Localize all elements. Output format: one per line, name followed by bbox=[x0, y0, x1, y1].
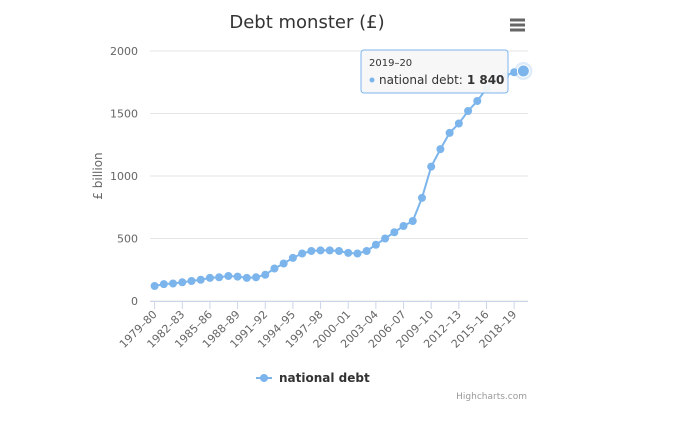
point[interactable] bbox=[159, 280, 168, 289]
point[interactable] bbox=[436, 145, 445, 154]
menu-button[interactable] bbox=[508, 16, 528, 34]
point[interactable] bbox=[150, 282, 159, 290]
legend[interactable]: national debt bbox=[256, 371, 370, 385]
point[interactable] bbox=[178, 278, 187, 287]
point[interactable] bbox=[270, 264, 279, 273]
point[interactable] bbox=[353, 249, 362, 258]
menu-icon[interactable] bbox=[510, 18, 525, 32]
point[interactable] bbox=[233, 272, 242, 281]
point[interactable] bbox=[215, 273, 224, 282]
point[interactable] bbox=[307, 247, 316, 255]
tooltip-box bbox=[360, 49, 509, 94]
point[interactable] bbox=[261, 270, 270, 279]
point[interactable] bbox=[298, 249, 307, 258]
point[interactable] bbox=[224, 272, 233, 280]
legend-marker[interactable] bbox=[260, 374, 268, 382]
point[interactable] bbox=[344, 248, 353, 257]
point[interactable] bbox=[399, 222, 408, 230]
point[interactable] bbox=[205, 273, 214, 282]
y-tick-label: 2000 bbox=[110, 45, 138, 58]
point[interactable] bbox=[510, 68, 519, 77]
point[interactable] bbox=[362, 247, 371, 255]
point[interactable] bbox=[417, 193, 426, 202]
point[interactable] bbox=[464, 107, 473, 115]
point[interactable] bbox=[454, 119, 463, 128]
y-axis-title: £ billion bbox=[91, 152, 105, 199]
y-tick-label: 1500 bbox=[110, 108, 138, 121]
tooltip-header: 2019–20 bbox=[369, 58, 412, 69]
credits[interactable]: Highcharts.com bbox=[456, 392, 527, 402]
tooltip-value: 1 840 bbox=[467, 73, 505, 87]
tooltip-body: national debt: 1 840 bbox=[379, 73, 504, 87]
point[interactable] bbox=[252, 273, 261, 282]
point[interactable] bbox=[427, 162, 436, 171]
point[interactable] bbox=[335, 247, 343, 255]
point[interactable] bbox=[408, 217, 417, 225]
y-tick-label: 500 bbox=[117, 233, 138, 246]
point[interactable] bbox=[516, 64, 530, 78]
y-tick-label: 0 bbox=[131, 295, 138, 308]
point[interactable] bbox=[325, 246, 334, 255]
tooltip-bullet bbox=[369, 77, 375, 83]
chart-title: Debt monster (£) bbox=[229, 12, 384, 33]
point[interactable] bbox=[242, 273, 251, 282]
legend-label[interactable]: national debt bbox=[279, 371, 370, 385]
point[interactable] bbox=[316, 246, 325, 255]
point[interactable] bbox=[169, 279, 178, 288]
point[interactable] bbox=[187, 277, 196, 285]
tooltip-series: national debt: bbox=[379, 73, 463, 87]
y-tick-label: 1000 bbox=[110, 170, 138, 183]
point[interactable] bbox=[390, 228, 399, 237]
point[interactable] bbox=[196, 275, 205, 284]
point[interactable] bbox=[371, 240, 380, 249]
point[interactable] bbox=[445, 128, 454, 137]
point[interactable] bbox=[381, 234, 390, 243]
point[interactable] bbox=[288, 253, 297, 262]
tooltip: 2019–20 national debt: 1 840 bbox=[360, 49, 509, 94]
point[interactable] bbox=[473, 97, 482, 105]
point[interactable] bbox=[279, 259, 288, 268]
